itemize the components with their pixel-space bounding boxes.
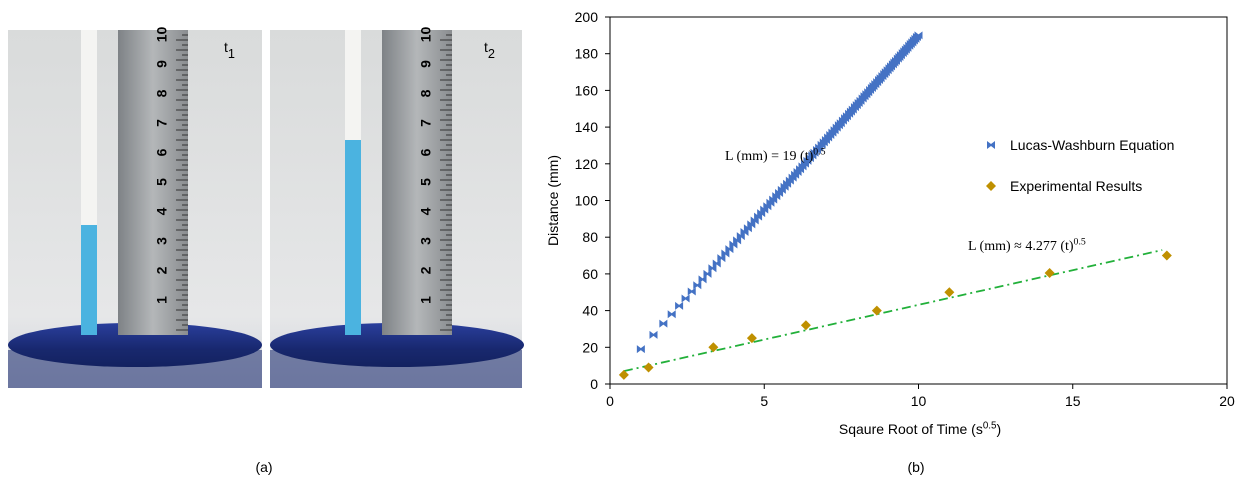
x-tick-label: 5 [760,393,768,409]
data-point [649,330,658,339]
legend-marker [986,181,996,191]
ruler-number: 7 [418,119,434,127]
ruler-number: 3 [418,237,434,245]
ruler-number: 8 [418,89,434,97]
data-point [693,281,702,290]
x-tick-label: 20 [1219,393,1235,409]
data-point [708,342,719,353]
x-axis-label: Sqaure Root of Time (s0.5) [839,420,1001,437]
data-point [746,333,757,344]
y-tick-label: 140 [575,119,599,135]
ruler-number: 5 [418,178,434,186]
photo-label-part: t [484,39,488,55]
data-point [618,369,629,380]
ruler-number: 7 [154,119,170,127]
data-point [667,310,676,319]
panel-label: (b) [907,459,924,475]
ruler-number: 6 [418,148,434,156]
annotation-part: 0.5 [813,146,825,157]
ruler-number: 1 [418,296,434,304]
photo: 1 2 3 4 5 6 7 8 9 10 [270,27,524,388]
plot-frame [609,16,1228,385]
ruler-number: 5 [154,178,170,186]
ruler-number: 9 [418,60,434,68]
y-tick-label: 120 [575,156,599,172]
trendline [623,249,1163,373]
ruler-number: 4 [418,207,434,215]
y-tick-label: 60 [582,266,598,282]
photo-label: t1 [224,39,235,61]
x-axis-label-part: ) [996,421,1001,437]
annotation-part: 0.5 [1074,236,1086,247]
data-point [698,275,707,284]
ruler-number: 10 [418,27,434,43]
x-axis-label-part: 0.5 [983,420,997,431]
legend-label: Experimental Results [1010,178,1142,194]
y-tick-label: 20 [582,339,598,355]
ruler-number: 4 [154,207,170,215]
data-point [675,301,684,310]
x-tick-label: 10 [911,393,927,409]
annotation: L (mm) = 19 (t)0.5 [725,146,826,164]
ruler-number: 3 [154,237,170,245]
data-point [643,362,654,373]
panel-label: (a) [255,459,272,475]
y-tick-label: 0 [590,376,598,392]
x-tick-label: 15 [1065,393,1081,409]
ruler-number: 2 [154,266,170,274]
ruler-number: 10 [154,27,170,43]
data-point [687,287,696,296]
x-axis-label-part: Sqaure Root of Time (s [839,421,983,437]
data-point [800,320,811,331]
y-tick-label: 40 [582,303,598,319]
ruler-number: 9 [154,60,170,68]
ruler-number: 8 [154,89,170,97]
photo: 1 2 3 4 5 6 7 8 9 10 [8,27,262,388]
legend-marker [987,141,995,149]
data-point [871,305,882,316]
data-point [914,31,923,40]
photo-label: t2 [484,39,495,61]
data-point [725,245,734,254]
y-tick-label: 160 [575,82,599,98]
data-point [712,259,721,268]
ruler-number: 2 [418,266,434,274]
data-point [1044,267,1055,278]
ruler-number: 1 [154,296,170,304]
y-axis-label: Distance (mm) [545,155,561,246]
data-point [659,319,668,328]
data-point [1161,250,1172,261]
data-point [636,345,645,354]
y-tick-label: 100 [575,193,599,209]
photo-label-part: t [224,39,228,55]
data-point [944,287,955,298]
photo-label-part: 2 [488,46,495,61]
annotation-part: L (mm) = 19 (t) [725,149,814,164]
annotation-part: L (mm) ≈ 4.277 (t) [968,239,1074,254]
y-tick-label: 80 [582,229,598,245]
data-point [703,269,712,278]
annotation: L (mm) ≈ 4.277 (t)0.5 [968,236,1086,254]
data-point [681,294,690,303]
data-point [708,264,717,273]
legend-label: Lucas-Washburn Equation [1010,137,1174,153]
photo-label-part: 1 [228,46,235,61]
y-tick-label: 200 [575,9,599,25]
data-point [717,254,726,263]
ruler-number: 6 [154,148,170,156]
y-tick-label: 180 [575,46,599,62]
x-tick-label: 0 [606,393,614,409]
